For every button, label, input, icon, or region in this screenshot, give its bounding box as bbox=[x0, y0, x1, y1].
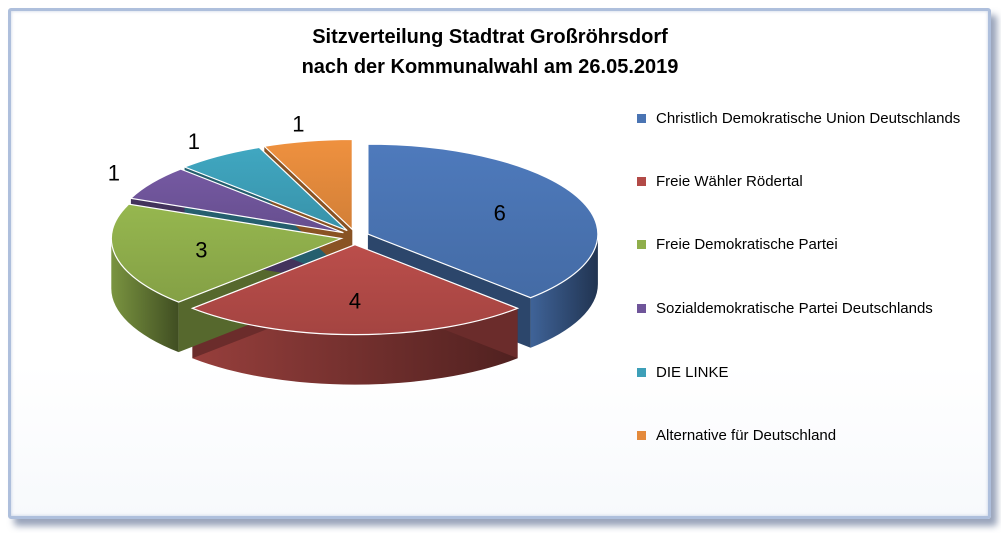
pie-slice-fdp bbox=[110, 203, 344, 303]
pie-side-cdu bbox=[530, 234, 598, 348]
legend-item-spd: Sozialdemokratische Partei Deutschlands bbox=[637, 298, 966, 320]
legend-label-freie-waehler: Freie Wähler Rödertal bbox=[656, 173, 803, 190]
legend-label-spd: Sozialdemokratische Partei Deutschlands bbox=[656, 300, 933, 317]
data-label-spd: 1 bbox=[108, 161, 120, 186]
pie-slice-cdu bbox=[367, 143, 599, 299]
pie-slice-spd bbox=[129, 168, 344, 234]
legend-label-afd: Alternative für Deutschland bbox=[656, 427, 837, 444]
legend-swatch-afd bbox=[637, 431, 646, 440]
legend-label-fdp: Freie Demokratische Partei bbox=[656, 236, 838, 253]
legend-item-cdu: Christlich Demokratische Union Deutschla… bbox=[637, 108, 966, 130]
pie-slice-die-linke bbox=[182, 146, 348, 232]
data-label-freie-waehler: 4 bbox=[349, 289, 361, 314]
pie-slice-afd bbox=[263, 138, 353, 231]
data-label-fdp: 3 bbox=[195, 237, 207, 262]
data-label-afd: 1 bbox=[292, 112, 304, 137]
pie-slice-freie-waehler bbox=[190, 244, 520, 336]
data-label-cdu: 6 bbox=[494, 201, 506, 226]
legend-item-freie-waehler: Freie Wähler Rödertal bbox=[637, 171, 966, 193]
legend-label-cdu: Christlich Demokratische Union Deutschla… bbox=[656, 110, 961, 127]
legend-swatch-fdp bbox=[637, 240, 646, 249]
legend-item-afd: Alternative für Deutschland bbox=[637, 425, 966, 447]
pie-side-fdp bbox=[111, 238, 179, 353]
legend-item-fdp: Freie Demokratische Partei bbox=[637, 234, 966, 256]
chart-title: Sitzverteilung Stadtrat Großröhrsdorf na… bbox=[150, 22, 830, 82]
legend-swatch-spd bbox=[637, 304, 646, 313]
data-label-die-linke: 1 bbox=[188, 129, 200, 154]
legend-label-die-linke: DIE LINKE bbox=[656, 364, 729, 381]
legend-swatch-freie-waehler bbox=[637, 177, 646, 186]
pie-side-freie-waehler bbox=[192, 308, 518, 385]
legend-swatch-cdu bbox=[637, 114, 646, 123]
legend-swatch-die-linke bbox=[637, 368, 646, 377]
chart-title-line-1: Sitzverteilung Stadtrat Großröhrsdorf bbox=[312, 26, 668, 48]
legend-item-die-linke: DIE LINKE bbox=[637, 362, 966, 384]
chart-title-line-2: nach der Kommunalwahl am 26.05.2019 bbox=[301, 56, 679, 78]
